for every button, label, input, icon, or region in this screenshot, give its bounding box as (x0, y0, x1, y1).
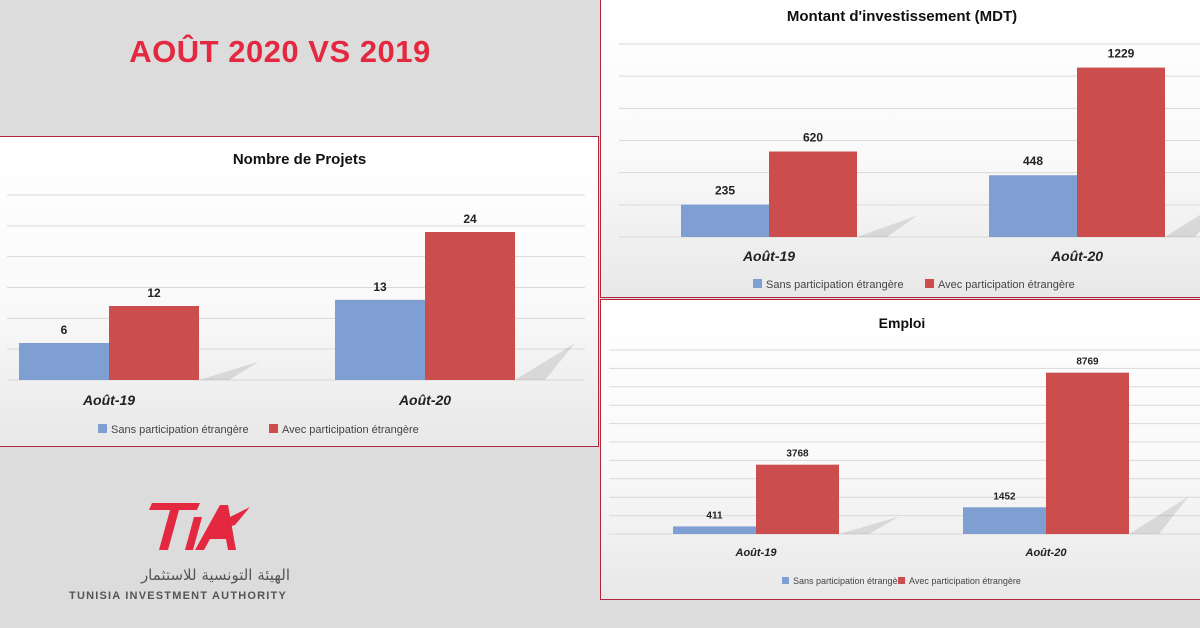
data-label: 235 (715, 184, 735, 198)
data-label: 1229 (1108, 47, 1135, 61)
data-label: 620 (803, 131, 823, 145)
chart-title: Emploi (879, 315, 926, 331)
chart-svg: Montant d'investissement (MDT) 235 620 Août… (619, 8, 1200, 291)
data-label: 6 (61, 323, 68, 337)
legend-label: Sans participation étrangère (793, 576, 906, 586)
bar-sans-1 (335, 299, 425, 380)
data-label: 24 (463, 212, 477, 226)
bar-shadow (199, 361, 259, 380)
logo-english-text: TUNISIA INVESTMENT AUTHORITY (69, 590, 287, 602)
data-label: 1452 (993, 491, 1016, 502)
legend-swatch (898, 577, 905, 584)
bar-shadow (839, 516, 899, 534)
bar-avec-1 (1046, 372, 1129, 534)
logo-arabic-text: الهيئة التونسية للاستثمار (140, 566, 290, 584)
category-label: Août-20 (1025, 547, 1068, 559)
chart-nombre-projets: Nombre de Projets 6 12 Août-19 13 24 Août-20 Sa… (0, 136, 599, 447)
data-label: 13 (373, 280, 387, 294)
bar-sans-0 (673, 526, 756, 534)
bar-avec-0 (769, 151, 857, 237)
page-title: AOÛT 2020 VS 2019 (129, 34, 431, 69)
legend-label: Avec participation étrangère (909, 576, 1021, 586)
chart-svg: Nombre de Projets 6 12 Août-19 13 24 Août-20 Sa… (7, 151, 585, 436)
category-label: Août-20 (398, 392, 451, 408)
legend-label: Sans participation étrangère (111, 424, 249, 436)
tia-logo (60, 495, 300, 605)
category-label: Août-19 (82, 392, 135, 408)
bar-shadow (1165, 214, 1200, 237)
category-label: Août-19 (735, 547, 778, 559)
legend-swatch (782, 577, 789, 584)
bar-avec-0 (109, 306, 199, 380)
legend-swatch (269, 424, 278, 433)
chart-title: Nombre de Projets (233, 151, 366, 168)
bar-shadow (515, 343, 575, 380)
bar-avec-1 (425, 232, 515, 380)
bar-avec-1 (1077, 67, 1165, 237)
bar-sans-1 (989, 175, 1077, 237)
category-label: Août-20 (1050, 248, 1103, 264)
bar-sans-0 (19, 343, 109, 380)
data-label: 8769 (1076, 357, 1099, 368)
bar-shadow (857, 215, 917, 237)
chart-montant-investissement: Montant d'investissement (MDT) 235 620 Août… (600, 0, 1200, 298)
legend-swatch (98, 424, 107, 433)
bar-sans-0 (681, 204, 769, 237)
bar-sans-1 (963, 507, 1046, 534)
bar-shadow (1129, 496, 1189, 534)
bar-avec-0 (756, 464, 839, 534)
legend-swatch (925, 279, 934, 288)
legend-label: Avec participation étrangère (282, 424, 419, 436)
legend-label: Sans participation étrangère (766, 279, 904, 291)
chart-title: Montant d'investissement (MDT) (787, 8, 1017, 25)
data-label: 3768 (786, 449, 809, 460)
data-label: 411 (706, 510, 723, 521)
data-label: 12 (147, 286, 161, 300)
legend-label: Avec participation étrangère (938, 279, 1075, 291)
category-label: Août-19 (742, 248, 795, 264)
data-label: 448 (1023, 154, 1043, 168)
legend-swatch (753, 279, 762, 288)
chart-svg: Emploi 411 3768 Août-19 1452 8769 Août-20 Sans … (609, 315, 1200, 586)
chart-emploi: Emploi 411 3768 Août-19 1452 8769 Août-20 Sans … (600, 299, 1200, 600)
